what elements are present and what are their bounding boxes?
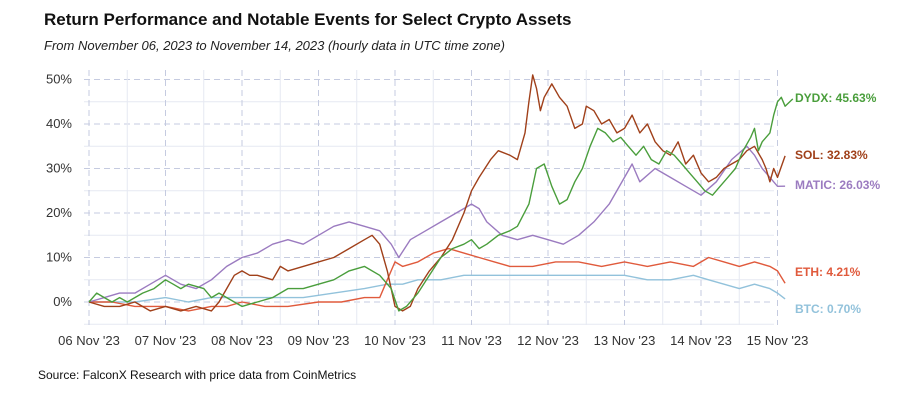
end-label-eth: ETH: 4.21% bbox=[795, 265, 861, 279]
chart-subtitle: From November 06, 2023 to November 14, 2… bbox=[44, 38, 505, 53]
x-tick-label: 08 Nov '23 bbox=[211, 333, 273, 348]
x-tick-label: 13 Nov '23 bbox=[594, 333, 656, 348]
x-tick-label: 06 Nov '23 bbox=[58, 333, 120, 348]
y-tick-label: 30% bbox=[46, 161, 72, 176]
end-label-dydx: DYDX: 45.63% bbox=[795, 91, 877, 105]
y-tick-label: 0% bbox=[53, 294, 72, 309]
series-line-dydx bbox=[88, 96, 794, 312]
x-tick-label: 11 Nov '23 bbox=[441, 333, 502, 348]
end-label-matic: MATIC: 26.03% bbox=[795, 178, 880, 192]
series-line-matic bbox=[88, 145, 786, 303]
x-tick-label: 10 Nov '23 bbox=[364, 333, 426, 348]
end-label-btc: BTC: 0.70% bbox=[795, 302, 861, 316]
x-tick-label: 07 Nov '23 bbox=[135, 333, 197, 348]
x-tick-label: 14 Nov '23 bbox=[670, 333, 732, 348]
y-tick-label: 50% bbox=[46, 72, 72, 87]
y-tick-label: 10% bbox=[46, 250, 72, 265]
series-line-sol bbox=[88, 74, 786, 312]
x-tick-label: 15 Nov '23 bbox=[747, 333, 809, 348]
series-line-eth bbox=[89, 247, 786, 312]
y-tick-label: 40% bbox=[46, 116, 72, 131]
source-note: Source: FalconX Research with price data… bbox=[38, 368, 357, 382]
end-label-sol: SOL: 32.83% bbox=[795, 148, 868, 162]
chart-title: Return Performance and Notable Events fo… bbox=[44, 10, 572, 29]
y-tick-label: 20% bbox=[46, 205, 72, 220]
x-tick-label: 12 Nov '23 bbox=[517, 333, 579, 348]
x-tick-label: 09 Nov '23 bbox=[288, 333, 350, 348]
